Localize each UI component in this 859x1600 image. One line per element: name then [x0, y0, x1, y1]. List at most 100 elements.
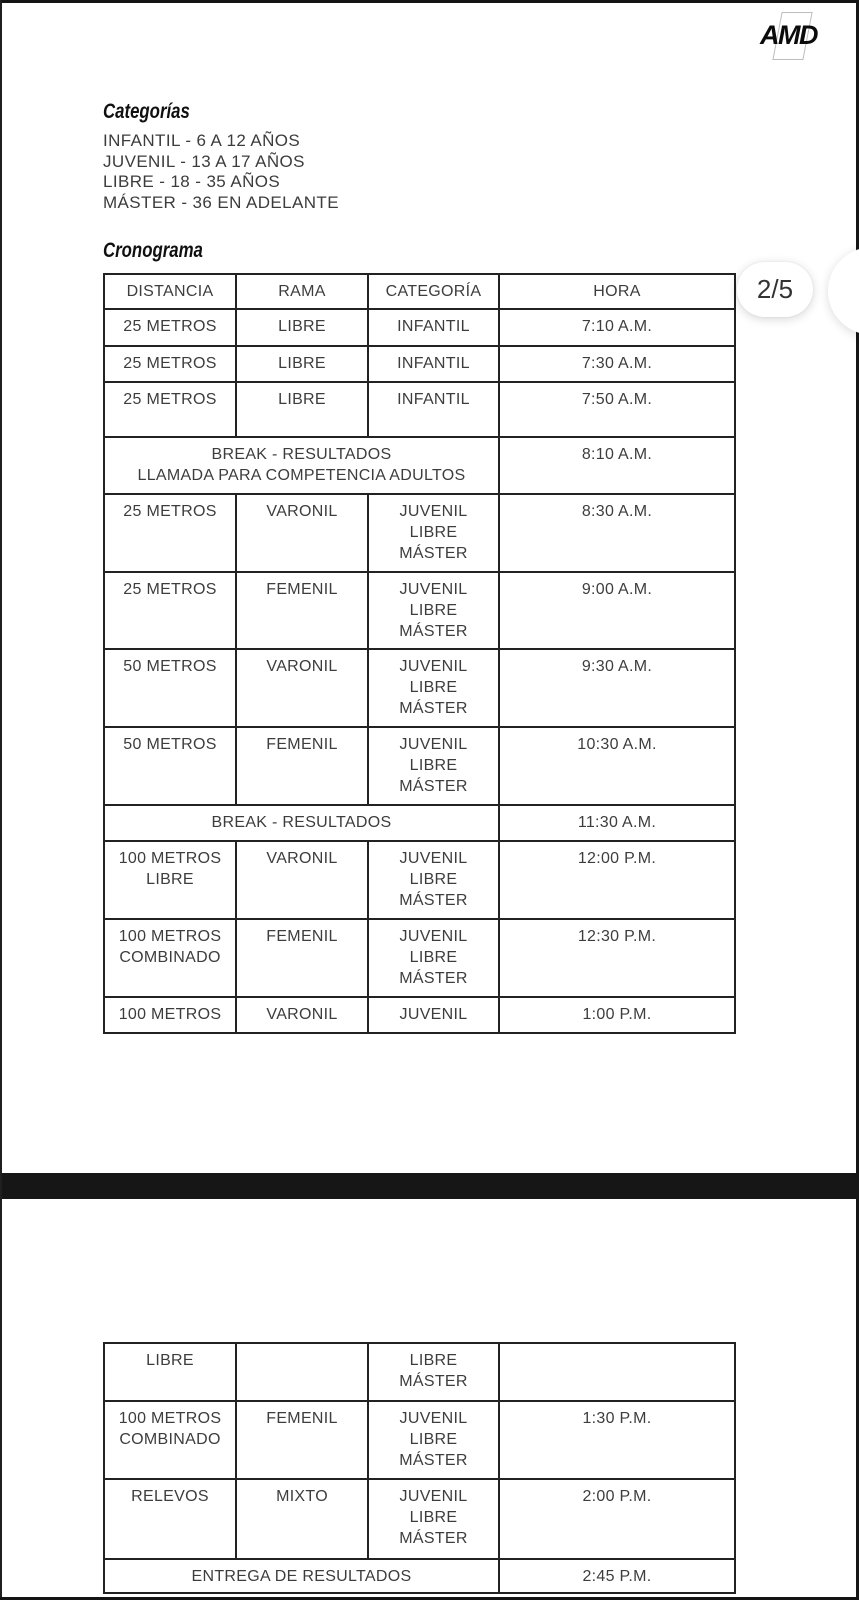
table-cell: JUVENIL LIBRE MÁSTER: [367, 571, 500, 650]
table-cell: 7:30 A.M.: [498, 345, 736, 383]
table-cell: 11:30 A.M.: [498, 804, 736, 842]
table-cell: 25 METROS: [103, 308, 237, 347]
table-cell: 8:10 A.M.: [498, 436, 736, 495]
table-cell: MIXTO: [235, 1478, 369, 1560]
header-row: DISTANCIA RAMA CATEGORÍA HORA: [103, 273, 736, 310]
table-cell: [498, 1342, 736, 1402]
table-cell: JUVENIL LIBRE MÁSTER: [367, 1478, 500, 1560]
table-row: 100 METROS VARONIL JUVENIL 1:00 P.M.: [103, 996, 736, 1034]
viewer-frame-right: [856, 0, 859, 1600]
table-cell: VARONIL: [235, 648, 369, 728]
table-cell: LIBRE MÁSTER: [367, 1342, 500, 1402]
categories-list: INFANTIL - 6 A 12 AÑOS JUVENIL - 13 A 17…: [103, 131, 339, 213]
table-row: 100 METROS LIBRE VARONIL JUVENIL LIBRE MÁS…: [103, 840, 736, 920]
table-row: 100 METROS COMBINADO FEMENIL JUVENIL LIBRE…: [103, 1400, 736, 1480]
category-item: LIBRE - 18 - 35 AÑOS: [103, 172, 281, 191]
table-cell: ENTREGA DE RESULTADOS: [103, 1558, 500, 1594]
table-row: BREAK - RESULTADOS LLAMADA PARA COMPETEN…: [103, 436, 736, 495]
table-cell: 12:30 P.M.: [498, 918, 736, 998]
page-indicator-badge: 2/5: [737, 262, 813, 317]
table-cell: VARONIL: [235, 493, 369, 573]
table-cell: BREAK - RESULTADOS: [103, 804, 500, 842]
table-cell: BREAK - RESULTADOS LLAMADA PARA COMPETEN…: [103, 436, 500, 495]
table-row: ENTREGA DE RESULTADOS 2:45 P.M.: [103, 1558, 736, 1594]
table-row: BREAK - RESULTADOS 11:30 A.M.: [103, 804, 736, 842]
table-row: 25 METROS LIBRE INFANTIL 7:50 A.M.: [103, 381, 736, 438]
table-cell: [235, 1342, 369, 1402]
table-row: 50 METROS FEMENIL JUVENIL LIBRE MÁSTER 10:3…: [103, 726, 736, 806]
table-row: 25 METROS LIBRE INFANTIL 7:10 A.M.: [103, 308, 736, 347]
categories-title: Categorías: [103, 100, 190, 123]
table-cell: 25 METROS: [103, 571, 237, 650]
table-cell: INFANTIL: [367, 345, 500, 383]
schedule-table-continuation-container: LIBRE LIBRE MÁSTER 100 METROS COMBINADO FEM…: [103, 1342, 736, 1594]
table-cell: 100 METROS COMBINADO: [103, 918, 237, 998]
table-cell: VARONIL: [235, 996, 369, 1034]
viewer-frame-bottom: [0, 1597, 859, 1600]
category-item: JUVENIL - 13 A 17 AÑOS: [103, 151, 305, 171]
table-cell: INFANTIL: [367, 381, 500, 438]
table-cell: 100 METROS COMBINADO: [103, 1400, 237, 1480]
table-row: LIBRE LIBRE MÁSTER: [103, 1342, 736, 1402]
table-row: 25 METROS VARONIL JUVENIL LIBRE MÁSTER 8:30…: [103, 493, 736, 573]
schedule-table: LIBRE LIBRE MÁSTER 100 METROS COMBINADO FEM…: [103, 1342, 736, 1594]
table-cell: LIBRE: [235, 381, 369, 438]
viewer-frame-top: [0, 0, 859, 3]
table-cell: JUVENIL LIBRE MÁSTER: [367, 493, 500, 573]
amd-logo: AMD: [760, 12, 819, 60]
viewer-frame-left: [0, 0, 2, 1600]
table-cell: JUVENIL LIBRE MÁSTER: [367, 1400, 500, 1480]
table-cell: 7:50 A.M.: [498, 381, 736, 438]
table-cell: 100 METROS LIBRE: [103, 840, 237, 920]
table-cell: 10:30 A.M.: [498, 726, 736, 806]
category-item: INFANTIL - 6 A 12 AÑOS: [103, 131, 301, 150]
column-header: HORA: [498, 273, 736, 310]
table-row: 100 METROS COMBINADO FEMENIL JUVENIL LIBRE…: [103, 918, 736, 998]
column-header: RAMA: [235, 273, 369, 310]
column-header: DISTANCIA: [103, 273, 237, 310]
table-cell: RELEVOS: [103, 1478, 237, 1560]
table-row: 25 METROS FEMENIL JUVENIL LIBRE MÁSTER 9:00…: [103, 571, 736, 650]
table-cell: 8:30 A.M.: [498, 493, 736, 573]
table-cell: JUVENIL LIBRE MÁSTER: [367, 648, 500, 728]
table-cell: 25 METROS: [103, 493, 237, 573]
table-cell: 9:30 A.M.: [498, 648, 736, 728]
table-cell: JUVENIL LIBRE MÁSTER: [367, 918, 500, 998]
table-row: RELEVOS MIXTO JUVENIL LIBRE MÁSTER 2:00 P.M…: [103, 1478, 736, 1560]
table-cell: FEMENIL: [235, 571, 369, 650]
table-cell: 12:00 P.M.: [498, 840, 736, 920]
table-cell: INFANTIL: [367, 308, 500, 347]
document-page-2: AMD Categorías INFANTIL - 6 A 12 AÑOS JU…: [103, 12, 859, 1034]
page-divider: [0, 1173, 859, 1199]
column-header: CATEGORÍA: [367, 273, 500, 310]
table-cell: 50 METROS: [103, 648, 237, 728]
table-cell: VARONIL: [235, 840, 369, 920]
table-cell: 25 METROS: [103, 381, 237, 438]
table-cell: 1:30 P.M.: [498, 1400, 736, 1480]
table-cell: 25 METROS: [103, 345, 237, 383]
table-cell: FEMENIL: [235, 918, 369, 998]
table-cell: FEMENIL: [235, 726, 369, 806]
table-cell: JUVENIL LIBRE MÁSTER: [367, 840, 500, 920]
schedule-table: DISTANCIA RAMA CATEGORÍA HORA 25 METROS LIBRE…: [103, 273, 736, 1034]
table-cell: JUVENIL LIBRE MÁSTER: [367, 726, 500, 806]
table-cell: JUVENIL: [367, 996, 500, 1034]
table-cell: 100 METROS: [103, 996, 237, 1034]
table-cell: LIBRE: [103, 1342, 237, 1402]
table-cell: 2:00 P.M.: [498, 1478, 736, 1560]
table-cell: 7:10 A.M.: [498, 308, 736, 347]
table-cell: 9:00 A.M.: [498, 571, 736, 650]
floating-button-partial[interactable]: [828, 247, 859, 335]
schedule-table-container: DISTANCIA RAMA CATEGORÍA HORA 25 METROS LIBRE…: [103, 273, 736, 1034]
table-cell: 2:45 P.M.: [498, 1558, 736, 1594]
table-cell: FEMENIL: [235, 1400, 369, 1480]
table-cell: 50 METROS: [103, 726, 237, 806]
table-cell: 1:00 P.M.: [498, 996, 736, 1034]
schedule-title: Cronograma: [103, 239, 203, 262]
table-row: 25 METROS LIBRE INFANTIL 7:30 A.M.: [103, 345, 736, 383]
amd-logo-text: AMD: [760, 20, 819, 50]
table-cell: LIBRE: [235, 308, 369, 347]
category-item: MÁSTER - 36 EN ADELANTE: [103, 192, 339, 212]
